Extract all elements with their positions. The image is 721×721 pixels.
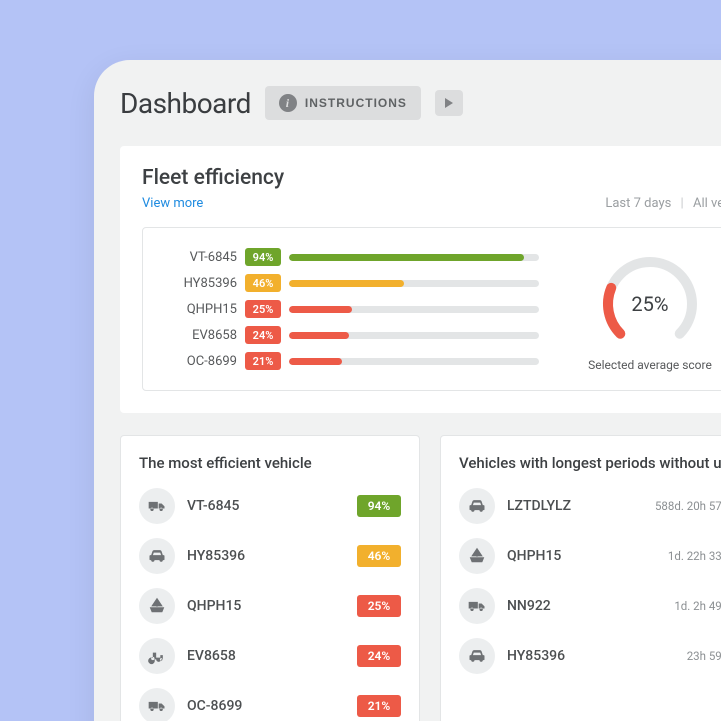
truck-icon	[459, 588, 495, 624]
bar-row: OC-8699 21%	[165, 352, 539, 370]
topbar: Dashboard i INSTRUCTIONS	[94, 60, 721, 136]
truck-icon	[139, 688, 175, 721]
tractor-icon	[139, 638, 175, 674]
boat-icon	[459, 538, 495, 574]
list-item[interactable]: QHPH15 25%	[139, 588, 401, 624]
percent-badge: 46%	[245, 274, 281, 292]
efficiency-box: VT-6845 94% HY85396 46% QHPH15 25% EV865…	[142, 227, 721, 391]
gauge: 25% Selected average score	[565, 248, 721, 372]
panel-title: Vehicles with longest periods without us…	[459, 454, 721, 474]
filter-scope: All vehicles	[693, 196, 721, 211]
bar-fill	[289, 280, 404, 287]
car-icon	[459, 488, 495, 524]
svg-text:25%: 25%	[631, 292, 668, 316]
instructions-label: INSTRUCTIONS	[305, 96, 407, 110]
bar-track	[289, 358, 539, 365]
bar-track	[289, 254, 539, 261]
list-item[interactable]: OC-8699 21%	[139, 688, 401, 721]
fleet-efficiency-card: Fleet efficiency ⋮ View more Last 7 days…	[120, 146, 721, 413]
vehicle-name: EV8658	[187, 648, 345, 664]
percent-badge: 94%	[357, 495, 401, 517]
bar-track	[289, 306, 539, 313]
car-icon	[139, 538, 175, 574]
bar-label: HY85396	[165, 276, 237, 291]
bar-fill	[289, 254, 524, 261]
bar-label: OC-8699	[165, 354, 237, 369]
play-button[interactable]	[435, 90, 463, 116]
idle-duration: 1d. 2h 49min	[674, 599, 721, 613]
percent-badge: 25%	[357, 595, 401, 617]
list-item[interactable]: HY85396 46%	[139, 538, 401, 574]
longest-idle-panel: Vehicles with longest periods without us…	[440, 435, 721, 721]
idle-duration: 23h 59min	[687, 649, 721, 663]
bar-fill	[289, 358, 342, 365]
boat-icon	[139, 588, 175, 624]
vehicle-name: OC-8699	[187, 698, 345, 714]
app-window: Dashboard i INSTRUCTIONS Fleet efficienc…	[94, 60, 721, 721]
list-item[interactable]: NN922 1d. 2h 49min	[459, 588, 721, 624]
bar-label: VT-6845	[165, 250, 237, 265]
vehicle-name: NN922	[507, 598, 662, 614]
instructions-button[interactable]: i INSTRUCTIONS	[265, 86, 421, 120]
bar-track	[289, 280, 539, 287]
percent-badge: 25%	[245, 300, 281, 318]
view-more-link[interactable]: View more	[142, 196, 203, 211]
panel-title: The most efficient vehicle	[139, 454, 401, 474]
list-item[interactable]: QHPH15 1d. 22h 33min	[459, 538, 721, 574]
list-item[interactable]: HY85396 23h 59min	[459, 638, 721, 674]
bar-fill	[289, 306, 352, 313]
vehicle-name: HY85396	[507, 648, 675, 664]
bar-row: VT-6845 94%	[165, 248, 539, 266]
play-icon	[445, 98, 453, 108]
percent-badge: 94%	[245, 248, 281, 266]
percent-badge: 46%	[357, 545, 401, 567]
bar-row: EV8658 24%	[165, 326, 539, 344]
page-title: Dashboard	[120, 87, 251, 120]
bar-fill	[289, 332, 349, 339]
percent-badge: 24%	[357, 645, 401, 667]
vehicle-name: QHPH15	[507, 548, 656, 564]
vehicle-name: LZTDLYLZ	[507, 498, 643, 514]
filter-period: Last 7 days	[605, 196, 671, 211]
gauge-caption: Selected average score	[588, 358, 712, 372]
vehicle-name: HY85396	[187, 548, 345, 564]
info-icon: i	[279, 94, 297, 112]
idle-duration: 588d. 20h 57min	[655, 499, 721, 513]
bar-row: QHPH15 25%	[165, 300, 539, 318]
bar-row: HY85396 46%	[165, 274, 539, 292]
percent-badge: 24%	[245, 326, 281, 344]
percent-badge: 21%	[245, 352, 281, 370]
idle-duration: 1d. 22h 33min	[668, 549, 721, 563]
list-item[interactable]: VT-6845 94%	[139, 488, 401, 524]
bar-label: EV8658	[165, 328, 237, 343]
most-efficient-panel: The most efficient vehicle VT-6845 94% H…	[120, 435, 420, 721]
percent-badge: 21%	[357, 695, 401, 717]
car-icon	[459, 638, 495, 674]
bar-chart: VT-6845 94% HY85396 46% QHPH15 25% EV865…	[165, 248, 539, 372]
bar-track	[289, 332, 539, 339]
bar-label: QHPH15	[165, 302, 237, 317]
vehicle-name: VT-6845	[187, 498, 345, 514]
card-title: Fleet efficiency	[142, 166, 284, 190]
list-item[interactable]: EV8658 24%	[139, 638, 401, 674]
vehicle-name: QHPH15	[187, 598, 345, 614]
truck-icon	[139, 488, 175, 524]
list-item[interactable]: LZTDLYLZ 588d. 20h 57min	[459, 488, 721, 524]
filter-summary[interactable]: Last 7 days | All vehicles	[605, 196, 721, 211]
